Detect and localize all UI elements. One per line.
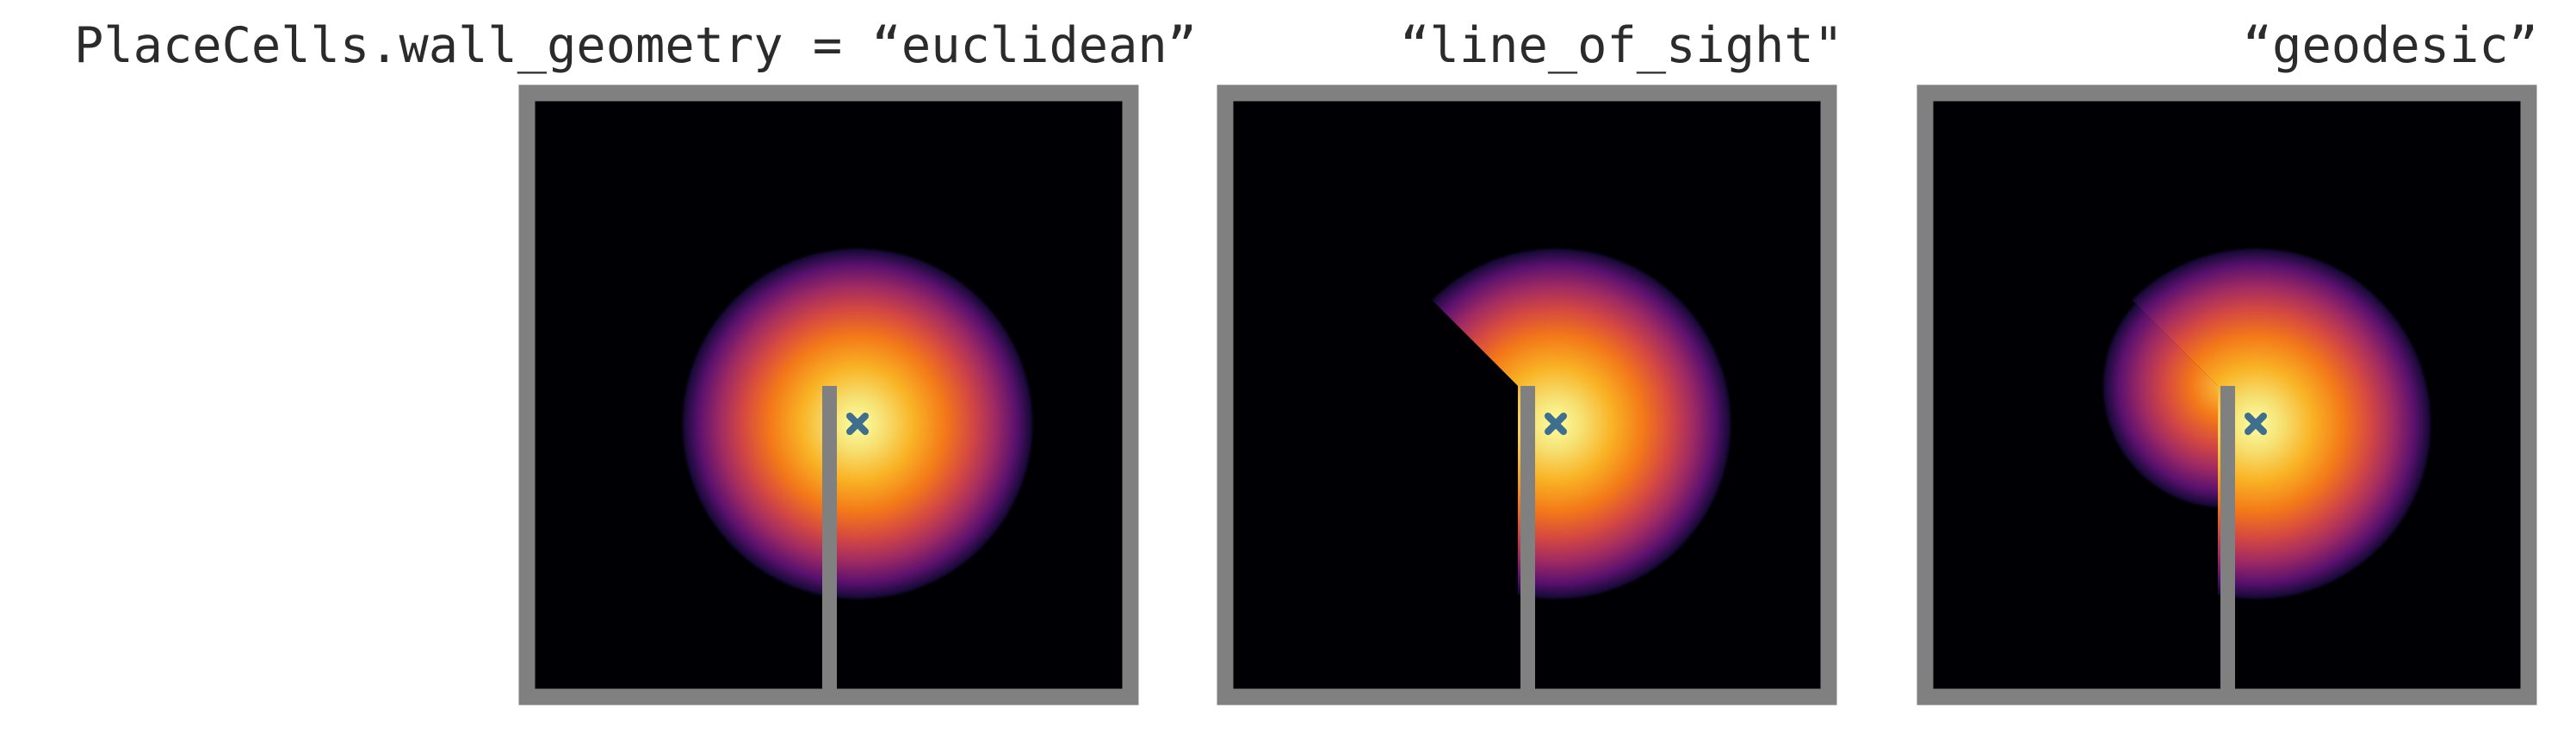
panel bbox=[518, 84, 1139, 706]
title: “geodesic” bbox=[2243, 17, 2538, 74]
arena-wall bbox=[518, 84, 1139, 706]
title: “line_of_sight" bbox=[1400, 17, 1843, 74]
place-cell-centre bbox=[1545, 413, 1567, 435]
panel bbox=[1917, 84, 2537, 706]
arena-wall bbox=[1917, 84, 2537, 706]
panel bbox=[1217, 84, 1837, 706]
inner-wall bbox=[822, 386, 837, 696]
title: PlaceCells.wall_geometry = “euclidean” bbox=[74, 17, 1197, 74]
inner-wall bbox=[1520, 386, 1535, 696]
inner-wall bbox=[2220, 386, 2235, 696]
place-cell-centre bbox=[846, 413, 869, 435]
place-cell-centre bbox=[2245, 413, 2267, 435]
arena-wall bbox=[1217, 84, 1837, 706]
